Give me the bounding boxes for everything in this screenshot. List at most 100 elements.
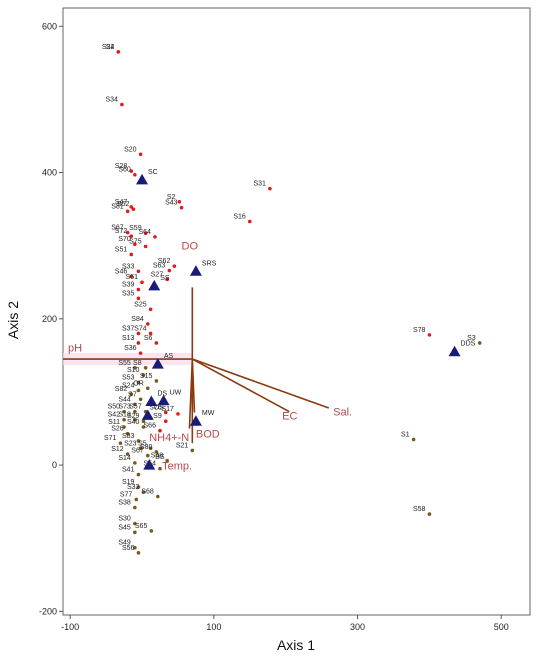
site-point — [163, 410, 168, 415]
site-label: S29 — [127, 413, 140, 420]
site-label: S70 — [118, 236, 131, 243]
site-point — [136, 331, 141, 336]
centroid-triangle — [157, 394, 170, 406]
site-label: S27 — [151, 271, 164, 278]
site-point — [125, 230, 130, 235]
site-label: S37 — [122, 325, 135, 332]
site-point — [133, 461, 137, 465]
site-label: S22 — [102, 44, 115, 51]
site-label: S47 — [115, 199, 128, 206]
site-label: S39 — [122, 282, 135, 289]
site-point — [143, 231, 148, 236]
site-point — [190, 448, 195, 453]
site-point — [148, 331, 153, 336]
site-label: S23 — [124, 440, 137, 447]
site-label: S30 — [118, 516, 131, 523]
site-point — [427, 512, 432, 516]
site-label: S41 — [122, 467, 135, 474]
site-point — [131, 207, 136, 211]
site-label: S78 — [413, 327, 426, 334]
site-label: S52 — [117, 201, 130, 208]
site-label: S80 — [140, 444, 153, 451]
site-point — [172, 264, 177, 268]
site-label: S10 — [127, 367, 140, 374]
site-point — [116, 50, 121, 54]
site-point — [176, 412, 180, 416]
axis-ticks: -100 100 300 500 -200 0 200 400 600 — [39, 21, 509, 632]
centroid-label: DDS — [461, 341, 476, 348]
site-label: S40 — [127, 419, 140, 426]
site-label: S8 — [133, 360, 142, 367]
site-label: S63 — [153, 263, 166, 270]
y-axis-title: Axis 2 — [5, 301, 21, 339]
site-point — [136, 380, 141, 385]
centroid-label: AS — [164, 353, 174, 360]
centroid-label: SRS — [202, 260, 217, 267]
site-point — [148, 446, 153, 451]
site-label: S32 — [127, 484, 140, 491]
site-label: S28 — [115, 163, 128, 170]
site-point — [125, 431, 130, 436]
site-point — [165, 277, 169, 282]
centroid-label: OS — [154, 404, 164, 411]
site-label: S55 — [118, 360, 131, 367]
site-label: S14 — [118, 455, 131, 462]
site-label: S26 — [111, 426, 124, 433]
site-label: S81 — [111, 203, 124, 210]
site-label: S11 — [108, 419, 120, 426]
site-point — [154, 341, 159, 345]
env-label-sal-: Sal. — [333, 406, 352, 418]
centroid-triangle — [141, 409, 154, 420]
site-label: S16 — [233, 214, 246, 221]
site-point — [149, 529, 154, 533]
site-point — [133, 417, 137, 422]
site-label: S18 — [118, 412, 131, 419]
site-point — [136, 472, 141, 477]
site-point — [136, 551, 141, 555]
site-label: S49 — [118, 540, 131, 547]
site-point — [248, 219, 252, 224]
site-label: S44 — [118, 396, 131, 403]
site-label: S61 — [126, 274, 139, 281]
site-label: S72 — [115, 228, 128, 235]
site-point — [129, 205, 134, 209]
site-point — [153, 235, 157, 239]
site-point — [129, 274, 134, 279]
site-point — [133, 505, 137, 510]
plot-area — [62, 7, 531, 616]
site-point — [125, 209, 130, 214]
centroid-triangle — [189, 415, 202, 426]
site-label: S64 — [138, 229, 151, 236]
site-point — [136, 269, 141, 274]
site-point — [141, 490, 146, 494]
env-label-bod: BOD — [196, 428, 220, 440]
y-tick-label: -200 — [39, 606, 57, 616]
site-point — [154, 450, 159, 454]
site-point — [154, 379, 159, 383]
site-point — [138, 397, 143, 402]
site-label: OR — [133, 380, 144, 387]
site-point — [167, 268, 172, 273]
site-point — [129, 392, 134, 396]
site-point — [122, 425, 126, 429]
centroid-triangle — [189, 265, 202, 276]
site-point — [125, 452, 130, 456]
site-label: S46 — [115, 268, 128, 275]
site-point — [136, 388, 141, 393]
site-point — [122, 409, 126, 414]
centroid-label: SC — [148, 169, 158, 176]
site-point — [122, 417, 126, 422]
site-point — [129, 252, 134, 257]
site-point — [129, 234, 134, 238]
site-label: S19 — [122, 479, 135, 486]
centroid-label: MW — [202, 410, 215, 417]
y-tick-label: 0 — [52, 460, 57, 470]
site-label: S66 — [144, 423, 157, 430]
site-label: S50 — [108, 404, 121, 411]
site-label: S15 — [140, 373, 153, 380]
site-point — [118, 441, 123, 445]
site-label: S36 — [124, 345, 137, 352]
centroid-triangle — [448, 345, 461, 357]
site-point — [165, 458, 169, 463]
